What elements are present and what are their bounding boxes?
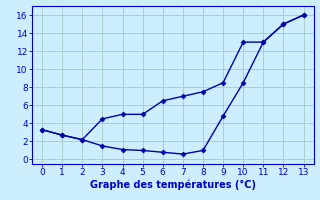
X-axis label: Graphe des températures (°C): Graphe des températures (°C): [90, 180, 256, 190]
